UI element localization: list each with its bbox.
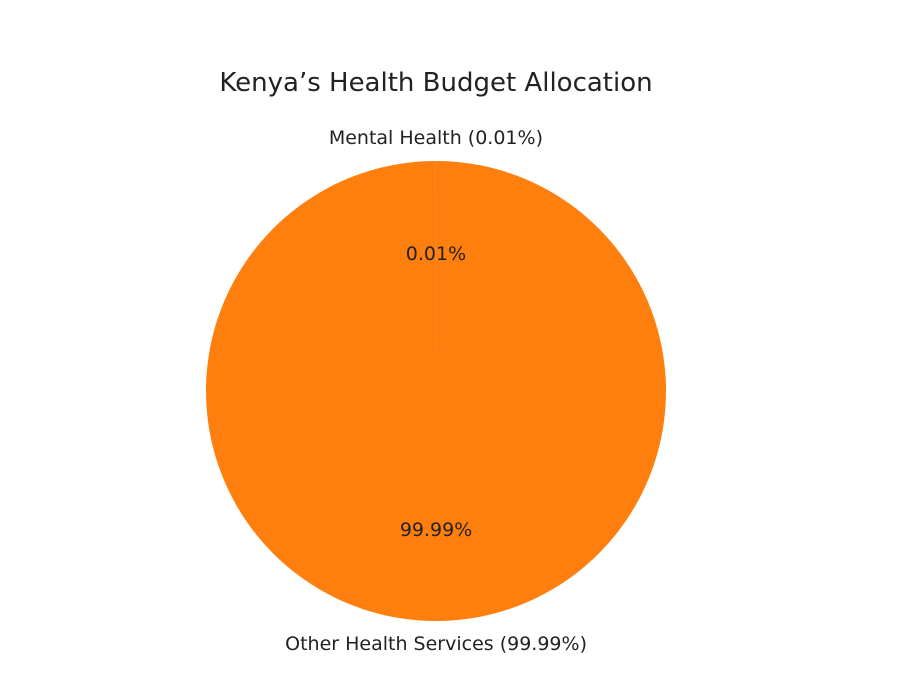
pie-slice-1 <box>205 161 666 621</box>
slice-label-0: Mental Health (0.01%) <box>329 127 543 149</box>
slice-percent-1: 99.99% <box>400 519 472 541</box>
pie-labels: Mental Health (0.01%) 0.01% Other Health S… <box>285 127 587 655</box>
slice-label-1: Other Health Services (99.99%) <box>285 633 587 655</box>
slice-percent-0: 0.01% <box>406 243 466 265</box>
chart-title: Kenya’s Health Budget Allocation <box>219 68 652 98</box>
pie-slices <box>205 161 666 621</box>
